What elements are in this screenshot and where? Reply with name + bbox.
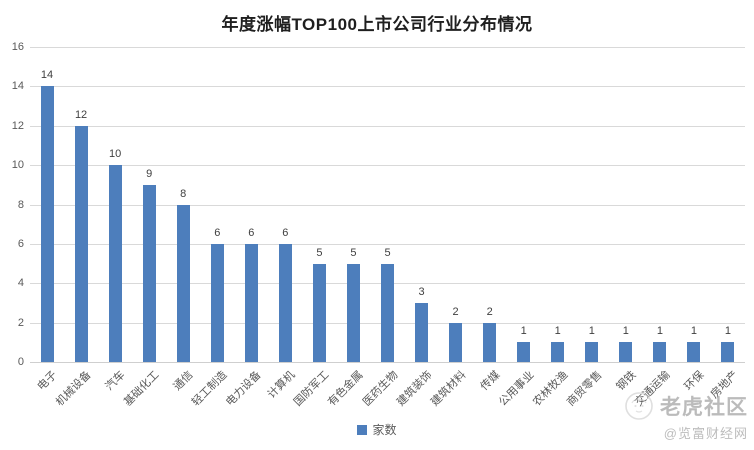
bar-轻工制造 [210,243,224,362]
value-label: 9 [146,167,153,180]
bar-机械设备 [74,125,88,362]
value-label: 10 [108,148,122,161]
bar-基础化工 [142,184,156,362]
y-axis-tick: 8 [17,198,24,211]
bar-通信 [176,204,190,362]
gridline [30,243,745,245]
bar-电子 [40,86,54,362]
tiger-logo-icon [624,391,654,421]
value-label: 2 [452,305,459,318]
gridline [30,165,745,167]
bar-有色金属 [346,263,360,362]
value-label: 1 [622,325,629,338]
value-label: 5 [384,246,391,259]
bar-汽车 [108,165,122,362]
bar-建筑装饰 [415,302,429,362]
bar-国防军工 [312,263,326,362]
value-label: 14 [40,69,54,82]
value-label: 6 [282,226,289,239]
bar-电力设备 [244,243,258,362]
value-label: 8 [180,187,187,200]
bar-建筑材料 [449,322,463,362]
value-label: 1 [588,325,595,338]
gridline [30,362,745,363]
value-label: 1 [690,325,697,338]
gridline [30,204,745,206]
chart-title: 年度涨幅TOP100上市公司行业分布情况 [221,15,533,34]
watermark-handle: @览富财经网 [663,426,748,441]
value-label: 1 [656,325,663,338]
y-axis-tick: 12 [11,119,24,132]
legend-label: 家数 [372,423,397,437]
value-label: 5 [316,246,323,259]
gridline [30,125,745,127]
y-axis-tick: 6 [17,237,24,250]
y-axis-tick: 16 [11,41,24,53]
y-axis-tick: 10 [11,159,24,172]
bar-钢铁 [619,342,633,362]
value-label: 3 [418,285,425,298]
bar-传媒 [483,322,497,362]
bar-农林牧渔 [551,342,565,362]
y-axis-tick: 4 [17,277,24,290]
y-axis-tick: 0 [17,356,24,368]
gridline [30,86,745,88]
y-axis-tick: 14 [11,80,24,93]
watermark-title: 老虎社区 [660,396,748,419]
legend: 家数 [0,421,754,438]
value-label: 1 [520,325,527,338]
bar-医药生物 [381,263,394,362]
bar-商贸零售 [585,342,599,362]
value-label: 5 [350,246,357,259]
value-label: 6 [214,226,221,239]
plot-area: 14 电子 12 机械设备 10 汽车 9 基础化工 8 通信 6 轻工制造 6 电力设备 6 计算机 5 国防军… [30,47,745,409]
value-label: 1 [724,325,732,338]
value-label: 12 [74,108,88,121]
gridline [30,47,745,48]
value-label: 2 [486,305,493,318]
value-label: 6 [248,226,255,239]
value-label: 1 [554,325,561,338]
legend-swatch [357,424,368,435]
bar-环保 [687,342,701,362]
bar-房地产 [721,342,735,362]
bar-交通运输 [653,342,667,362]
y-axis-tick: 2 [17,316,24,329]
watermark: 老虎社区 @览富财经网 [624,391,748,442]
bar-公用事业 [517,342,531,362]
bar-计算机 [278,243,292,362]
